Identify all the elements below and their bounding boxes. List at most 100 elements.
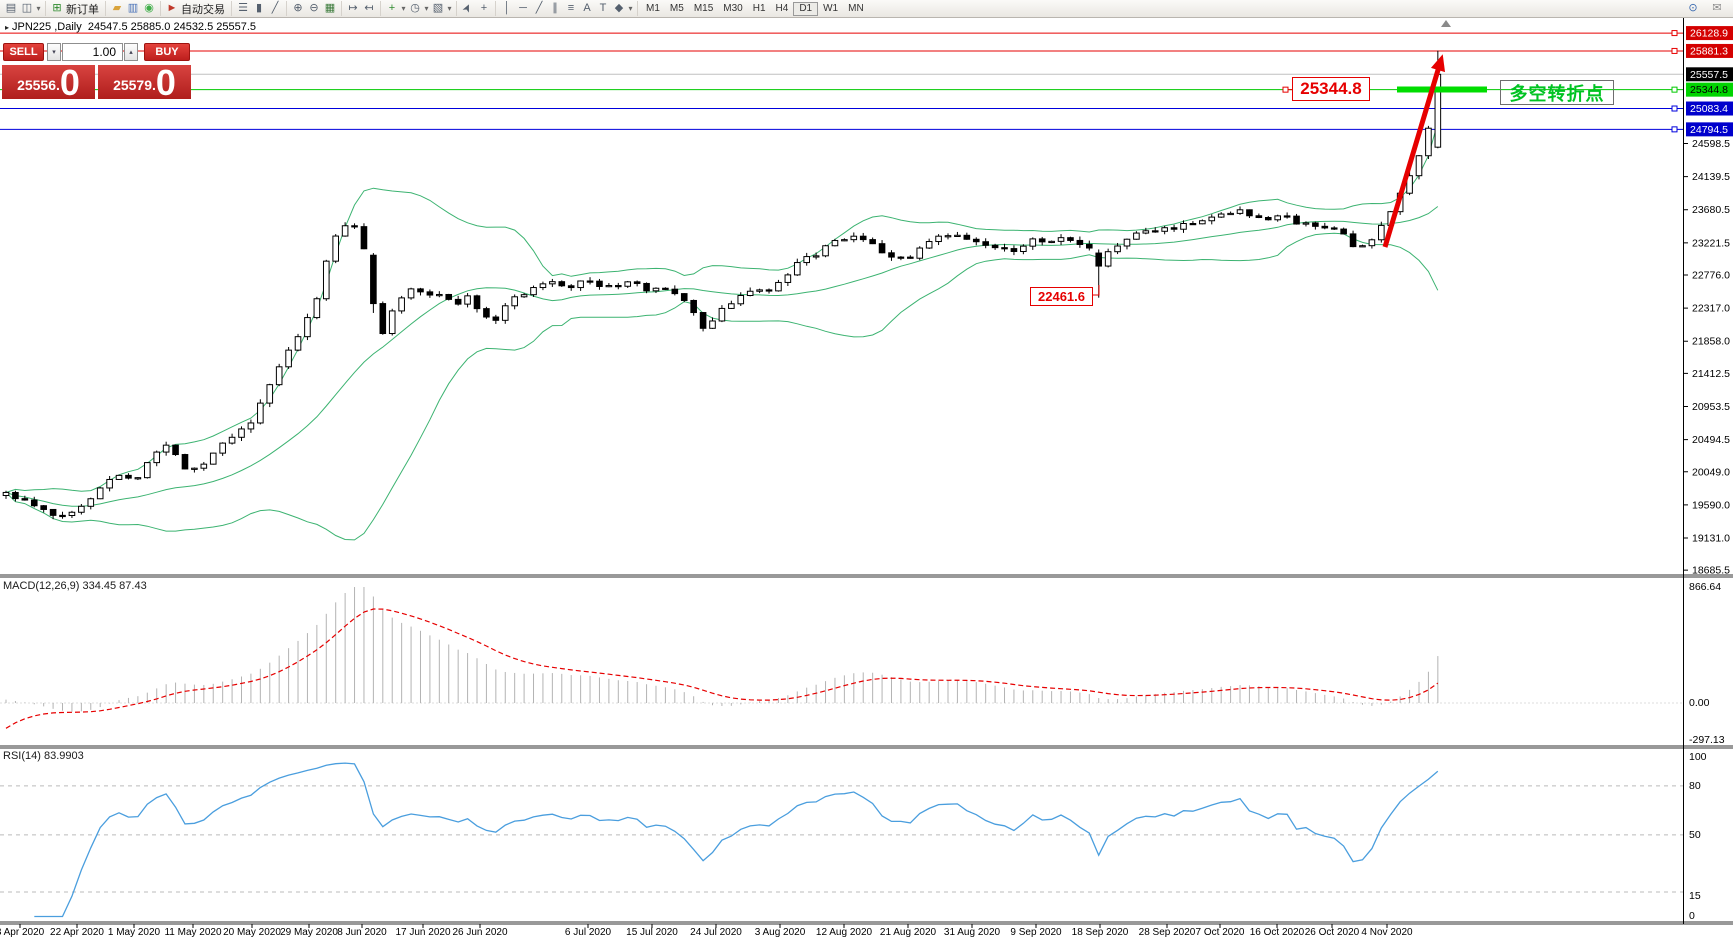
chevron-down-icon[interactable]: ▾ <box>447 4 452 13</box>
cursor-icon[interactable]: ➤ <box>460 1 475 16</box>
sell-button[interactable]: SELL <box>3 43 44 61</box>
x-axis-date: 18 Sep 2020 <box>1072 927 1129 938</box>
bar-chart-icon[interactable]: ☰ <box>238 2 248 14</box>
timeframe-toolbar: M1 M5 M15 M30 H1 H4 D1 W1 MN <box>637 1 872 16</box>
timeframe-h4[interactable]: H4 <box>775 2 789 14</box>
line-handle[interactable] <box>1671 86 1678 93</box>
sell-price: 25556. <box>17 77 60 93</box>
candlesticks-icon[interactable]: ▮ <box>255 2 263 14</box>
equidistant-channel-icon[interactable]: ∥ <box>552 2 558 14</box>
horizontal-line-icon[interactable]: ─ <box>519 2 527 14</box>
buy-price: 25579. <box>113 77 156 93</box>
chevron-down-icon[interactable]: ▾ <box>36 4 41 13</box>
y-axis-tick: 20049.0 <box>1692 466 1730 478</box>
sell-price-panel[interactable]: 25556. 0 <box>2 65 95 101</box>
macd-signal-line <box>5 608 1439 729</box>
toolbar-group: ➤ + <box>456 1 495 16</box>
line-handle[interactable] <box>1671 126 1678 133</box>
indicators-icon[interactable]: + <box>388 2 396 14</box>
y-axis-tick: 20494.5 <box>1692 434 1730 446</box>
search-icon[interactable]: ⊙ <box>1688 2 1698 14</box>
signals-icon[interactable]: ◉ <box>144 2 154 14</box>
turning-point-text-annotation[interactable]: 多空转折点 <box>1500 80 1614 105</box>
rsi-indicator-label: RSI(14) 83.9903 <box>3 750 84 762</box>
autotrading-label[interactable]: 自动交易 <box>181 3 225 16</box>
swing-low-price-annotation[interactable]: 22461.6 <box>1030 287 1093 306</box>
timeframe-h1[interactable]: H1 <box>752 2 766 14</box>
candlestick-series <box>2 50 1442 520</box>
resistance-price-annotation[interactable]: 25344.8 <box>1292 77 1370 101</box>
trend-arrow[interactable] <box>1382 65 1442 248</box>
momentum-bar[interactable] <box>1397 86 1487 93</box>
annotation-anchor <box>1282 86 1289 93</box>
volume-decrease-button[interactable]: ▾ <box>47 43 61 61</box>
macd-axis-tick: 0.00 <box>1689 697 1710 709</box>
periods-icon[interactable]: ◷ <box>410 2 420 14</box>
line-handle[interactable] <box>1671 30 1678 37</box>
chevron-down-icon[interactable]: ▾ <box>424 4 429 13</box>
svg-text:24794.5: 24794.5 <box>1690 124 1728 136</box>
new-order-icon[interactable]: ⊞ <box>52 2 62 14</box>
chevron-down-icon[interactable]: ▾ <box>401 4 406 13</box>
timeframe-w1[interactable]: W1 <box>823 2 839 14</box>
zoom-out-icon[interactable]: ⊖ <box>309 2 319 14</box>
timeframe-m30[interactable]: M30 <box>723 2 743 14</box>
trend-arrow-head <box>1430 54 1446 73</box>
auto-scroll-icon[interactable]: ↦ <box>348 2 358 14</box>
timeframe-m1[interactable]: M1 <box>646 2 660 14</box>
crosshair-icon[interactable]: + <box>480 2 488 14</box>
fibonacci-icon[interactable]: ≡ <box>567 2 575 14</box>
zoom-in-icon[interactable]: ⊕ <box>293 2 303 14</box>
profiles-icon[interactable]: ◫ <box>21 2 33 14</box>
new-order-label[interactable]: 新订单 <box>66 3 99 16</box>
line-chart-icon[interactable]: ╱ <box>271 2 279 14</box>
buy-price-panel[interactable]: 25579. 0 <box>98 65 191 101</box>
vertical-line-icon[interactable]: │ <box>503 2 511 14</box>
line-handle[interactable] <box>1671 47 1678 54</box>
text-icon[interactable]: A <box>583 2 591 14</box>
timeframe-d1[interactable]: D1 <box>793 1 819 16</box>
navigator-icon[interactable]: ▥ <box>127 2 139 14</box>
text-label-icon[interactable]: T <box>599 2 607 14</box>
marketwatch-icon[interactable]: ▰ <box>112 2 122 14</box>
drawing-objects[interactable] <box>1091 54 1487 296</box>
timeframe-mn[interactable]: MN <box>848 2 864 14</box>
svg-text:26128.9: 26128.9 <box>1690 28 1728 40</box>
price-level-label <box>1686 26 1733 41</box>
symbol-ohlc-text: JPN225 ,Daily 24547.5 25885.0 24532.5 25… <box>12 21 257 33</box>
x-axis-date: 7 Oct 2020 <box>1196 927 1245 938</box>
tile-windows-icon[interactable]: ▦ <box>324 2 336 14</box>
buy-button[interactable]: BUY <box>144 43 190 61</box>
new-chart-icon[interactable]: ▤ <box>5 2 17 14</box>
chat-icon[interactable]: ✉ <box>1712 2 1722 14</box>
chart-background <box>0 17 1733 941</box>
y-axis-tick: 21412.5 <box>1692 368 1730 380</box>
x-axis-date: 3 Aug 2020 <box>755 927 806 938</box>
trendline-icon[interactable]: ╱ <box>535 2 543 14</box>
x-axis-date: 17 Jun 2020 <box>395 927 450 938</box>
volume-input[interactable] <box>62 43 123 61</box>
price-level-label <box>1686 43 1733 58</box>
chart-shift-icon[interactable]: ↤ <box>364 2 374 14</box>
rsi-axis-tick: 15 <box>1689 890 1701 902</box>
chevron-down-icon[interactable]: ▾ <box>628 4 633 13</box>
rsi-axis-tick: 100 <box>1689 751 1707 763</box>
y-axis-tick: 23221.5 <box>1692 237 1730 249</box>
x-axis-date: 24 Jul 2020 <box>690 927 742 938</box>
templates-icon[interactable]: ▧ <box>432 2 444 14</box>
line-handle[interactable] <box>1671 105 1678 112</box>
toolbar-group: ⊕ ⊖ ▦ <box>286 1 341 16</box>
timeframe-m5[interactable]: M5 <box>669 2 684 14</box>
timeframe-m15[interactable]: M15 <box>693 2 714 14</box>
axis-labels: 26128.9 25881.3 25557.5 25344.8 25083.4 24794… <box>0 26 1733 938</box>
svg-text:25881.3: 25881.3 <box>1690 45 1728 57</box>
x-axis-date: 1 May 2020 <box>108 927 161 938</box>
x-axis-date: 4 Nov 2020 <box>1361 927 1413 938</box>
autotrading-icon[interactable]: ► <box>166 2 178 14</box>
price-level-label <box>1686 101 1733 116</box>
volume-increase-button[interactable]: ▴ <box>124 43 138 61</box>
x-axis-date: 31 Aug 2020 <box>944 927 1001 938</box>
arrows-icon[interactable]: ◆ <box>614 2 624 14</box>
